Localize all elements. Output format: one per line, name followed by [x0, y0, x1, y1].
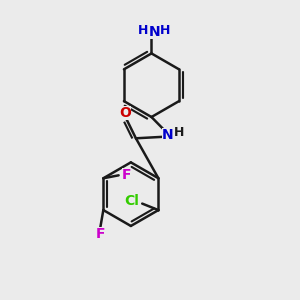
- Text: N: N: [162, 128, 173, 142]
- Text: N: N: [148, 25, 160, 39]
- Text: F: F: [122, 168, 131, 182]
- Text: H: H: [174, 126, 184, 140]
- Text: F: F: [96, 227, 105, 241]
- Text: Cl: Cl: [124, 194, 139, 208]
- Text: H: H: [160, 24, 170, 37]
- Text: O: O: [119, 106, 131, 120]
- Text: H: H: [138, 24, 148, 37]
